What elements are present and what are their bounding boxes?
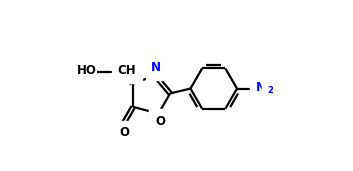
Text: CH: CH [118, 64, 136, 77]
Text: HO: HO [77, 64, 97, 77]
Text: O: O [155, 115, 165, 128]
Text: N: N [151, 61, 161, 74]
Text: 2: 2 [267, 86, 273, 95]
Text: O: O [119, 126, 129, 139]
Text: NO: NO [256, 81, 276, 94]
